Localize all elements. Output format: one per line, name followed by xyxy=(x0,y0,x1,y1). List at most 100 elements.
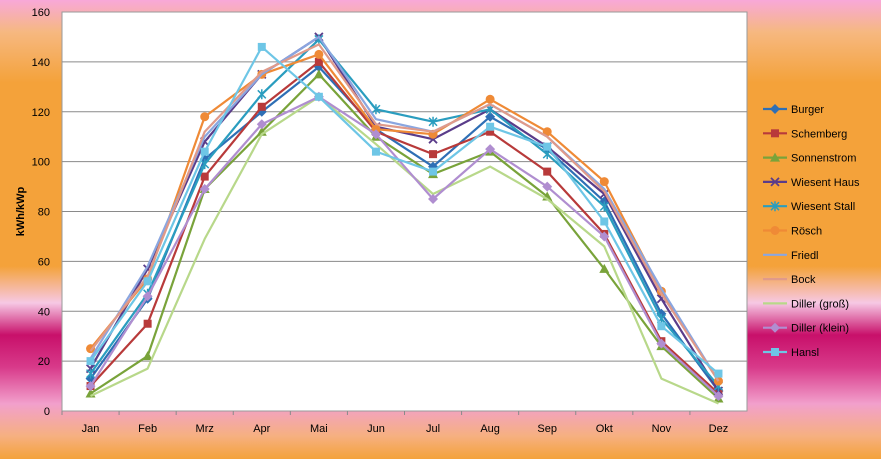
legend-item-wiesent-haus: Wiesent Haus xyxy=(763,177,860,189)
data-point-wiesent-stall xyxy=(599,201,609,212)
y-tick-label: 80 xyxy=(38,207,50,219)
data-point-diller-klein xyxy=(428,194,439,205)
legend-item-bock: Bock xyxy=(763,274,816,286)
data-point-hansl xyxy=(371,147,380,156)
data-point-wiesent-stall xyxy=(371,104,381,115)
series-line-bock xyxy=(89,43,720,382)
legend-marker-hansl xyxy=(771,348,779,356)
legend-marker-diller-klein xyxy=(770,322,780,333)
data-point-r-sch xyxy=(542,127,552,137)
data-point-diller-klein xyxy=(199,184,210,195)
x-tick-label: Dez xyxy=(709,423,729,435)
x-tick-label: Aug xyxy=(480,423,500,435)
series-schemberg xyxy=(86,57,723,398)
x-tick-label: Apr xyxy=(253,423,270,435)
series-diller-gro xyxy=(90,95,719,405)
data-point-diller-klein xyxy=(85,381,96,392)
data-point-diller-klein xyxy=(656,338,667,349)
legend-item-hansl: Hansl xyxy=(763,347,819,359)
legend-item-schemberg: Schemberg xyxy=(763,128,847,140)
data-point-sonnenstrom xyxy=(599,263,610,273)
x-tick-label: Feb xyxy=(138,423,157,435)
x-tick-label: Mai xyxy=(310,423,328,435)
series-bock xyxy=(89,43,720,382)
data-point-schemberg xyxy=(314,57,323,66)
legend-label-bock: Bock xyxy=(791,274,816,286)
legend-label-wiesent-stall: Wiesent Stall xyxy=(791,201,855,213)
y-axis-title: kWh/kWp xyxy=(15,186,27,236)
data-point-diller-klein xyxy=(142,291,153,302)
data-point-hansl xyxy=(200,147,209,156)
data-point-schemberg xyxy=(200,172,209,181)
data-point-hansl xyxy=(314,92,323,101)
series-line-sonnenstrom xyxy=(89,73,720,400)
legend-item-wiesent-stall: Wiesent Stall xyxy=(763,201,855,213)
legend-marker-wiesent-haus xyxy=(770,177,780,187)
legend-marker-burger xyxy=(770,104,780,114)
y-tick-label: 60 xyxy=(38,256,50,268)
y-tick-label: 140 xyxy=(32,57,50,69)
legend-item-r-sch: Rösch xyxy=(763,226,822,238)
data-point-sonnenstrom xyxy=(142,351,153,361)
data-point-wiesent-stall xyxy=(257,89,267,100)
legend-item-burger: Burger xyxy=(763,104,824,116)
data-point-hansl xyxy=(143,277,152,286)
series-line-diller-klein xyxy=(89,95,720,397)
data-point-hansl xyxy=(257,42,266,51)
legend-label-diller-klein: Diller (klein) xyxy=(791,323,849,335)
x-tick-label: Jun xyxy=(367,423,385,435)
data-point-r-sch xyxy=(200,112,210,122)
series-diller-klein xyxy=(85,91,724,402)
data-point-hansl xyxy=(600,217,609,226)
series-line-r-sch xyxy=(89,53,720,382)
x-tick-label: Sep xyxy=(537,423,557,435)
y-tick-label: 160 xyxy=(32,7,50,19)
data-point-r-sch xyxy=(314,49,324,59)
data-point-schemberg xyxy=(257,102,266,111)
legend-label-schemberg: Schemberg xyxy=(791,128,847,140)
legend-label-wiesent-haus: Wiesent Haus xyxy=(791,177,860,189)
series-line-wiesent-stall xyxy=(89,38,720,387)
y-tick-label: 120 xyxy=(32,107,50,119)
data-point-burger xyxy=(485,111,496,122)
data-point-hansl xyxy=(486,122,495,131)
x-tick-label: Mrz xyxy=(196,423,214,435)
data-point-wiesent-stall xyxy=(428,116,438,127)
legend-marker-r-sch xyxy=(770,226,780,235)
data-point-schemberg xyxy=(429,150,438,159)
legend-marker-sonnenstrom xyxy=(770,152,780,162)
series-line-schemberg xyxy=(89,60,720,395)
series-line-hansl xyxy=(89,45,720,375)
legend-label-friedl: Friedl xyxy=(791,250,819,262)
legend-label-hansl: Hansl xyxy=(791,347,819,359)
y-tick-label: 100 xyxy=(32,157,50,169)
data-point-diller-klein xyxy=(256,119,267,130)
series-hansl xyxy=(86,42,723,378)
legend-label-sonnenstrom: Sonnenstrom xyxy=(791,153,856,165)
legend-marker-schemberg xyxy=(771,129,779,138)
data-point-diller-klein xyxy=(542,181,553,192)
data-point-hansl xyxy=(543,142,552,151)
legend-label-burger: Burger xyxy=(791,104,824,116)
data-point-diller-klein xyxy=(713,391,724,402)
data-point-r-sch xyxy=(485,94,495,104)
data-point-hansl xyxy=(657,322,666,331)
data-point-hansl xyxy=(86,357,95,366)
data-point-hansl xyxy=(429,167,438,176)
data-point-schemberg xyxy=(486,127,495,136)
x-tick-label: Okt xyxy=(596,423,613,435)
legend-item-friedl: Friedl xyxy=(763,250,819,262)
series-line-wiesent-haus xyxy=(89,35,720,392)
series-line-diller-gro xyxy=(90,95,719,405)
series-line-burger xyxy=(89,65,720,392)
legend-item-diller-gro: Diller (groß) xyxy=(763,298,849,310)
data-point-sonnenstrom xyxy=(313,69,324,79)
legend-label-diller-gro: Diller (groß) xyxy=(791,298,849,310)
y-tick-label: 20 xyxy=(38,356,50,368)
data-point-diller-klein xyxy=(485,144,496,155)
x-tick-label: Jul xyxy=(426,423,440,435)
data-point-schemberg xyxy=(143,319,152,328)
data-point-diller-klein xyxy=(599,231,610,242)
